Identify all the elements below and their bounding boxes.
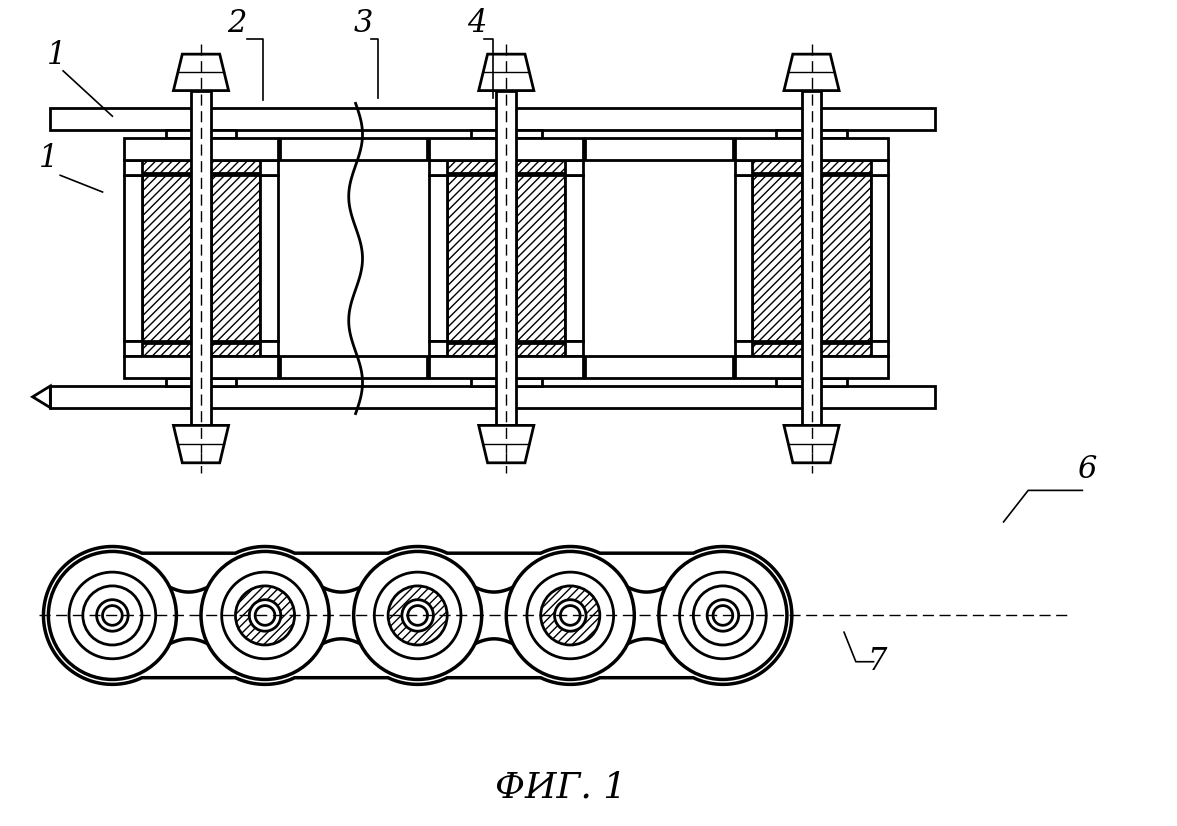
Circle shape bbox=[97, 600, 128, 631]
Circle shape bbox=[659, 552, 787, 680]
Polygon shape bbox=[33, 386, 51, 408]
Circle shape bbox=[235, 586, 294, 645]
Bar bbox=[125, 138, 278, 159]
Bar bbox=[430, 138, 583, 159]
Circle shape bbox=[48, 552, 177, 680]
Text: 4: 4 bbox=[467, 7, 486, 39]
Bar bbox=[447, 159, 497, 357]
Polygon shape bbox=[173, 55, 228, 91]
Bar bbox=[447, 343, 565, 357]
Bar bbox=[211, 159, 260, 357]
Text: 3: 3 bbox=[353, 7, 373, 39]
Circle shape bbox=[693, 586, 752, 645]
Bar bbox=[471, 130, 541, 138]
Circle shape bbox=[540, 586, 600, 645]
Polygon shape bbox=[784, 425, 839, 463]
Bar bbox=[565, 175, 583, 340]
Circle shape bbox=[707, 600, 739, 631]
Circle shape bbox=[250, 600, 281, 631]
Bar bbox=[125, 357, 278, 378]
Bar bbox=[776, 130, 847, 138]
Text: 7: 7 bbox=[867, 646, 887, 676]
Bar bbox=[734, 159, 889, 175]
Circle shape bbox=[221, 572, 308, 659]
Bar bbox=[734, 138, 889, 159]
Polygon shape bbox=[173, 425, 228, 463]
Bar bbox=[51, 108, 935, 130]
Circle shape bbox=[388, 586, 447, 645]
Bar bbox=[280, 138, 427, 159]
Circle shape bbox=[401, 600, 433, 631]
Circle shape bbox=[679, 572, 766, 659]
Circle shape bbox=[713, 605, 733, 625]
Bar bbox=[260, 175, 278, 340]
Bar bbox=[734, 357, 889, 378]
Circle shape bbox=[353, 552, 481, 680]
Bar bbox=[142, 159, 260, 173]
Bar bbox=[447, 159, 565, 173]
Bar bbox=[430, 159, 583, 175]
Bar bbox=[142, 343, 260, 357]
Circle shape bbox=[201, 552, 330, 680]
Bar bbox=[125, 159, 278, 175]
Bar bbox=[752, 159, 802, 357]
Text: 6: 6 bbox=[1077, 453, 1097, 485]
Bar bbox=[51, 386, 935, 408]
Circle shape bbox=[102, 605, 122, 625]
Text: ФИГ. 1: ФИГ. 1 bbox=[494, 771, 626, 805]
Polygon shape bbox=[479, 425, 534, 463]
Polygon shape bbox=[479, 55, 534, 91]
Bar bbox=[280, 357, 427, 378]
Bar bbox=[871, 175, 889, 340]
Circle shape bbox=[527, 572, 613, 659]
Bar bbox=[166, 378, 237, 386]
Bar bbox=[752, 343, 871, 357]
Circle shape bbox=[407, 605, 427, 625]
Bar bbox=[430, 357, 583, 378]
Bar bbox=[430, 175, 447, 340]
Bar bbox=[517, 159, 565, 357]
Bar bbox=[776, 378, 847, 386]
Bar bbox=[585, 138, 733, 159]
Circle shape bbox=[560, 605, 580, 625]
Bar bbox=[125, 340, 278, 357]
Text: 1: 1 bbox=[46, 40, 66, 71]
Bar bbox=[471, 378, 541, 386]
Text: 2: 2 bbox=[227, 7, 247, 39]
Circle shape bbox=[506, 552, 634, 680]
Polygon shape bbox=[44, 547, 792, 685]
Bar bbox=[752, 159, 871, 173]
Circle shape bbox=[374, 572, 461, 659]
Bar bbox=[497, 91, 517, 425]
Bar bbox=[430, 340, 583, 357]
Bar bbox=[191, 91, 211, 425]
Bar bbox=[734, 340, 889, 357]
Circle shape bbox=[255, 605, 275, 625]
Bar bbox=[166, 130, 237, 138]
Bar bbox=[125, 175, 142, 340]
Bar bbox=[142, 159, 191, 357]
Circle shape bbox=[82, 586, 142, 645]
Bar bbox=[802, 91, 822, 425]
Bar bbox=[585, 357, 733, 378]
Text: 1: 1 bbox=[39, 144, 58, 174]
Circle shape bbox=[554, 600, 586, 631]
Polygon shape bbox=[784, 55, 839, 91]
Circle shape bbox=[69, 572, 155, 659]
Bar bbox=[822, 159, 871, 357]
Bar bbox=[734, 175, 752, 340]
